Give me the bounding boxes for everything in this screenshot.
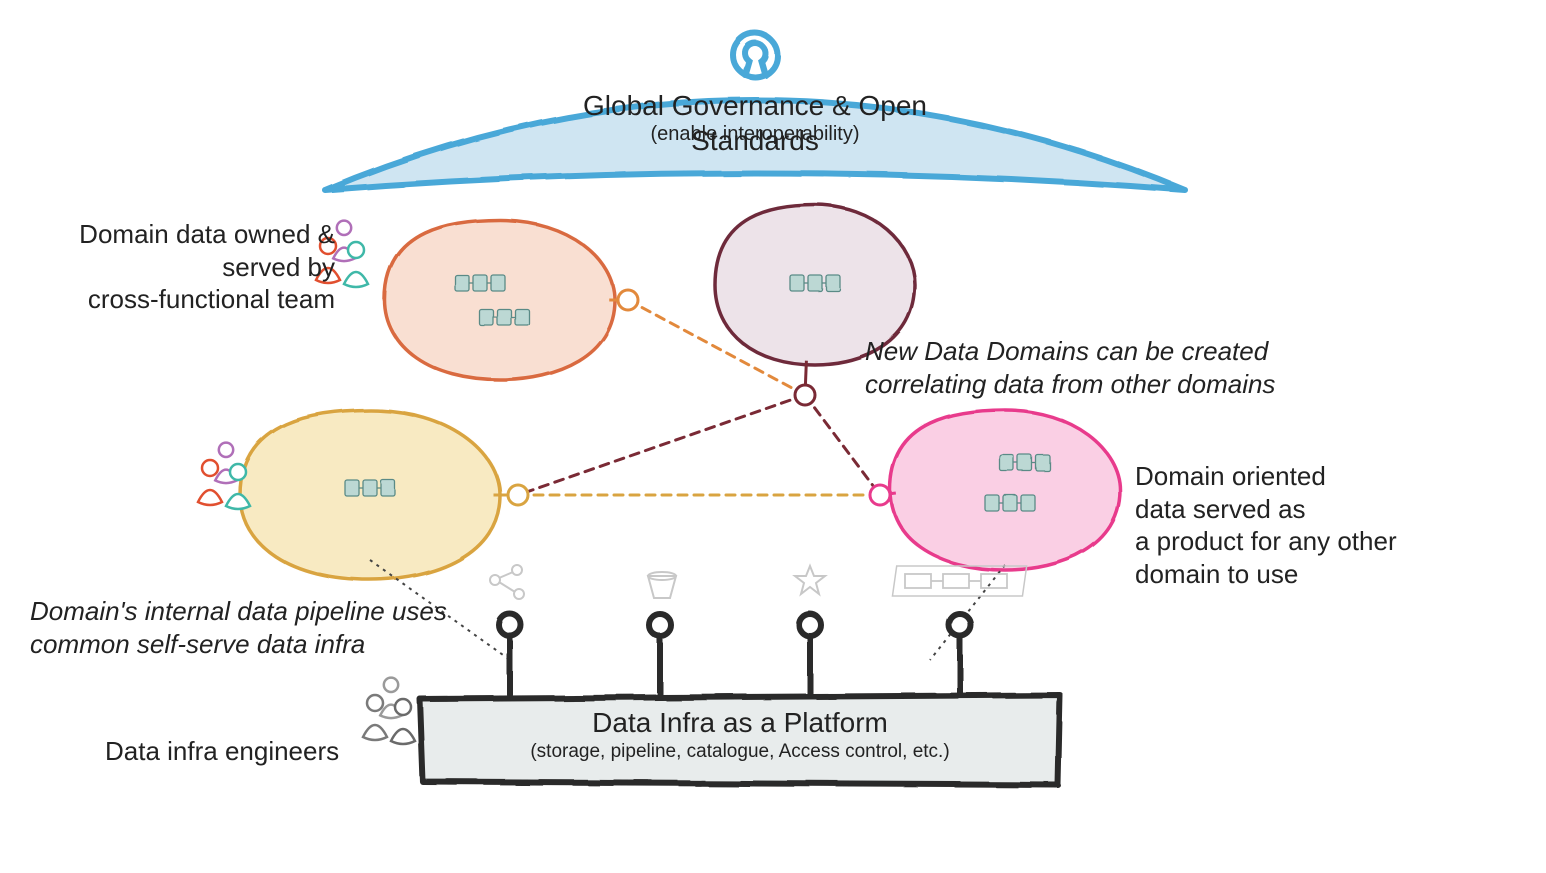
pipeline-box-icon [473,275,487,291]
decorative-tool-icons [490,565,1027,599]
annotation-top-left: Domain data owned & served by cross-func… [55,218,335,316]
decor-graph-icon [490,565,524,599]
port-yellow [508,485,528,505]
pipeline-box-icon [1000,455,1014,471]
port-orange [618,290,638,310]
annotation-infra-engineers: Data infra engineers [105,735,339,768]
domain-edges [494,290,896,505]
pipeline-box-icon [498,310,512,326]
port-pink [870,485,890,505]
edge-maroon-pink [805,395,880,495]
platform-post-ring [499,614,521,636]
pipeline-box-icon [455,275,469,291]
pipeline-box-icon [1036,455,1050,471]
domain-yellow [240,410,500,580]
platform-post-ring [649,614,671,636]
pipeline-box-icon [345,480,359,496]
open-standards-icon [733,33,777,77]
pipeline-box-icon [1003,495,1017,511]
governance-subtitle: (enable interoperability) [540,122,970,147]
people-trio-infra [363,678,415,744]
pipeline-box-icon [1018,455,1032,471]
pipeline-box-icon [808,275,822,291]
platform-subtitle: (storage, pipeline, catalogue, Access co… [420,740,1060,764]
decor-bucket-icon [648,572,676,598]
edge-orange-maroon [628,300,805,395]
platform-title: Data Infra as a Platform [420,705,1060,740]
pipeline-box-icon [985,495,999,511]
pipeline-box-icon [1021,495,1035,511]
decor-star-icon [795,566,825,594]
pipeline-box-icon [363,480,377,496]
pipeline-box-icon [491,275,505,291]
port-maroon [795,385,815,405]
domain-pink [890,410,1120,570]
pipeline-box-icon [790,275,804,291]
infra-line-1 [930,565,1005,660]
domain-orange [385,220,615,380]
pipeline-box-icon [381,480,395,496]
pipeline-box-icon [516,310,530,326]
decor-flow-icon [892,566,1026,596]
platform-post-ring [799,614,821,636]
annotation-mid-right: New Data Domains can be created correlat… [865,335,1385,400]
people-trio-mid [198,443,250,509]
edge-maroon-yellow [518,395,805,495]
annotation-lower-left: Domain's internal data pipeline uses com… [30,595,490,660]
annotation-right: Domain oriented data served as a product… [1135,460,1475,590]
platform-post-ring [949,614,971,636]
pipeline-box-icon [826,275,840,291]
pipeline-box-icon [480,310,494,326]
